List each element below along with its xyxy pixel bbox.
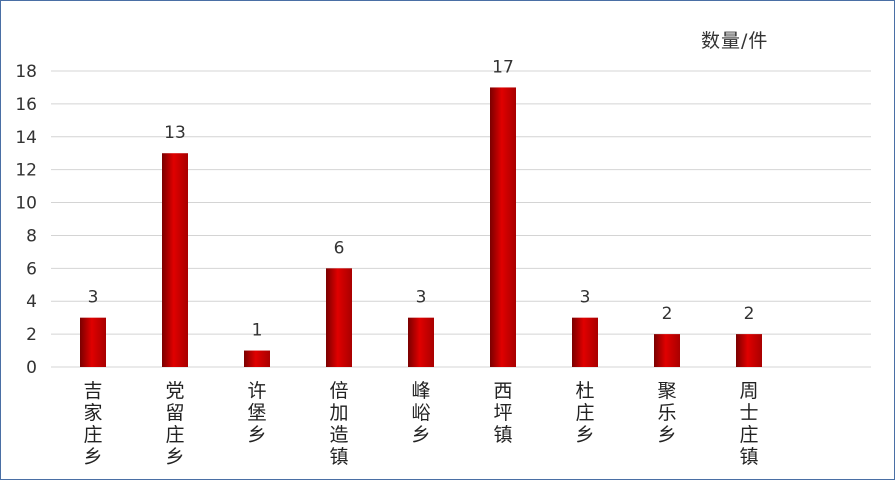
x-category-label: 党留庄乡 [165, 380, 184, 468]
bar [326, 268, 352, 367]
unit-label: 数量/件 [701, 30, 769, 52]
x-category-label: 吉家庄乡 [83, 380, 102, 468]
data-labels: 3 13 1 6 3 17 3 2 2 [88, 57, 755, 340]
data-label: 2 [662, 304, 673, 324]
y-tick-label: 6 [26, 259, 37, 279]
x-category-label: 西坪镇 [493, 380, 512, 446]
y-axis-ticks: 0 2 4 6 8 10 12 14 16 18 [15, 62, 37, 378]
x-category-label: 峰峪乡 [411, 380, 430, 446]
y-tick-label: 10 [15, 194, 37, 214]
data-label: 2 [744, 304, 755, 324]
bar [490, 87, 516, 367]
y-tick-label: 8 [26, 226, 37, 246]
data-label: 17 [492, 57, 514, 77]
y-tick-label: 2 [26, 325, 37, 345]
x-category-label: 聚乐乡 [657, 380, 676, 446]
bars [80, 87, 762, 367]
data-label: 13 [164, 123, 186, 143]
bar [244, 350, 270, 367]
x-axis-categories: 吉家庄乡 党留庄乡 许堡乡 倍加造镇 峰峪乡 西坪镇 杜庄乡 聚乐乡 周士庄镇 [83, 380, 758, 468]
y-tick-label: 14 [15, 128, 37, 148]
data-label: 3 [580, 288, 591, 308]
data-label: 3 [88, 288, 99, 308]
gridlines [51, 70, 871, 368]
x-category-label: 倍加造镇 [329, 380, 348, 468]
bar [654, 334, 680, 367]
y-tick-label: 4 [26, 292, 37, 312]
data-label: 3 [416, 288, 427, 308]
data-label: 6 [334, 238, 345, 258]
y-tick-label: 18 [15, 62, 37, 82]
bar [736, 334, 762, 367]
y-tick-label: 12 [15, 161, 37, 181]
data-label: 1 [252, 321, 263, 341]
bar [408, 317, 434, 367]
y-tick-label: 0 [26, 358, 37, 378]
x-category-label: 周士庄镇 [739, 380, 758, 468]
x-category-label: 杜庄乡 [575, 380, 594, 446]
x-category-label: 许堡乡 [247, 380, 266, 446]
bar [162, 153, 188, 367]
bar [80, 317, 106, 367]
bar [572, 317, 598, 367]
y-tick-label: 16 [15, 95, 37, 115]
